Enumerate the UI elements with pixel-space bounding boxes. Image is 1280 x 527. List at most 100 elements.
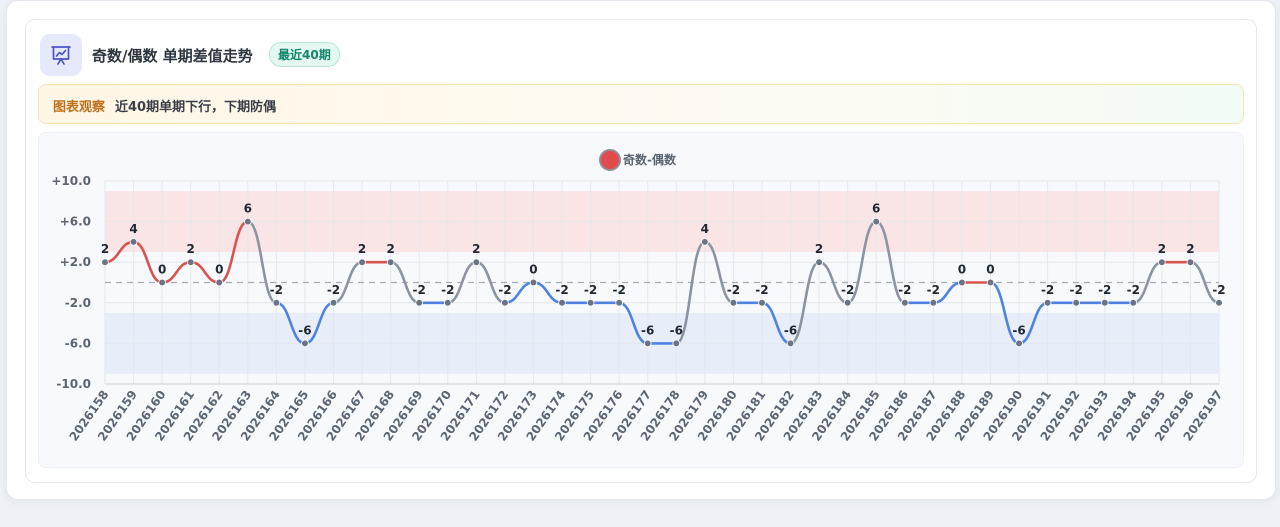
- outer-panel: 奇数/偶数 单期差值走势 最近40期 图表观察 近40期单期下行，下期防偶 +1…: [6, 0, 1276, 500]
- data-point: [929, 299, 938, 307]
- data-label: 6: [244, 202, 252, 216]
- y-tick-label: -6.0: [65, 336, 91, 350]
- series-line-segment: [874, 220, 907, 305]
- data-label: -6: [641, 323, 654, 337]
- data-label: -2: [1098, 283, 1111, 297]
- data-point: [729, 299, 738, 307]
- data-label: -2: [1127, 283, 1140, 297]
- legend: 奇数-偶数: [599, 149, 677, 171]
- data-point: [358, 258, 366, 266]
- observation-text: 近40期单期下行，下期防偶: [115, 100, 277, 115]
- data-point: [643, 339, 652, 348]
- data-point: [1043, 299, 1052, 307]
- data-point: [186, 258, 195, 266]
- data-point: [386, 258, 395, 266]
- data-point: [815, 258, 823, 266]
- data-label: 2: [1186, 242, 1194, 256]
- data-point: [501, 299, 509, 307]
- data-label: -2: [1070, 283, 1083, 297]
- data-label: 0: [529, 263, 537, 277]
- data-label: 4: [129, 222, 137, 236]
- observation-label: 图表观察: [53, 100, 106, 115]
- data-point: [586, 299, 595, 307]
- series-line-segment: [846, 220, 878, 305]
- series-line-segment: [246, 220, 278, 305]
- data-point: [1158, 258, 1166, 266]
- data-point: [472, 258, 481, 266]
- data-point: [129, 238, 138, 246]
- data-point: [1100, 299, 1109, 307]
- data-point: [843, 299, 852, 307]
- data-point: [1215, 299, 1223, 307]
- data-label: 2: [472, 242, 480, 256]
- data-label: 0: [158, 263, 166, 277]
- legend-label: 奇数-偶数: [623, 152, 677, 167]
- data-label: -2: [584, 283, 597, 297]
- data-point: [215, 278, 224, 287]
- data-label: -2: [498, 283, 511, 297]
- y-tick-label: +10.0: [51, 174, 91, 188]
- data-point: [158, 278, 166, 287]
- y-tick-label: +6.0: [60, 215, 91, 229]
- data-point: [301, 339, 309, 348]
- series-line-segment: [217, 220, 250, 284]
- data-point: [101, 258, 109, 266]
- data-label: -2: [270, 283, 283, 297]
- data-point: [272, 299, 281, 307]
- data-point: [786, 339, 795, 348]
- data-point: [1015, 339, 1023, 348]
- data-label: -2: [1041, 283, 1054, 297]
- series-line-segment: [989, 281, 1021, 345]
- data-label: -2: [927, 283, 940, 297]
- data-point: [900, 299, 909, 307]
- data-point: [872, 217, 881, 226]
- data-point: [672, 339, 681, 348]
- data-label: -2: [727, 283, 740, 297]
- series-line-segment: [674, 240, 707, 345]
- data-point: [529, 278, 538, 287]
- data-label: -2: [1212, 283, 1225, 297]
- data-label: -2: [327, 283, 340, 297]
- data-point: [558, 299, 566, 307]
- data-label: -6: [784, 323, 797, 337]
- data-label: 0: [215, 263, 223, 277]
- line-chart: +10.0 +6.0 +2.0 -2.0 -6.0 -10.0 2 4 0 2 0 6 -2 -6 -2 2 2…: [51, 149, 1226, 444]
- data-label: 2: [358, 242, 366, 256]
- data-label: -2: [441, 283, 454, 297]
- data-label: -2: [413, 283, 426, 297]
- y-tick-label: -2.0: [65, 296, 91, 310]
- chart-title: 奇数/偶数 单期差值走势: [92, 47, 253, 65]
- data-label: -6: [298, 323, 311, 337]
- data-label: 2: [815, 242, 823, 256]
- chart-area: +10.0 +6.0 +2.0 -2.0 -6.0 -10.0 2 4 0 2 0 6 -2 -6 -2 2 2…: [38, 132, 1244, 468]
- data-label: -2: [555, 283, 568, 297]
- data-label: 2: [1158, 242, 1166, 256]
- y-tick-label: +2.0: [60, 255, 91, 269]
- data-point: [1072, 299, 1080, 307]
- data-label: -2: [898, 283, 911, 297]
- y-tick-label: -10.0: [56, 377, 91, 391]
- data-point: [1186, 258, 1195, 266]
- data-label: -2: [612, 283, 625, 297]
- data-point: [443, 299, 452, 307]
- chart-card: 奇数/偶数 单期差值走势 最近40期 图表观察 近40期单期下行，下期防偶 +1…: [25, 19, 1257, 483]
- data-point: [415, 299, 424, 307]
- data-point: [701, 238, 709, 246]
- data-label: -2: [841, 283, 854, 297]
- presentation-chart-icon: [40, 34, 82, 76]
- series-line-segment: [160, 260, 192, 284]
- data-label: 4: [701, 222, 709, 236]
- data-point: [758, 299, 766, 307]
- data-point: [615, 299, 623, 307]
- data-label: 0: [986, 263, 994, 277]
- data-point: [986, 278, 995, 287]
- data-label: 2: [386, 242, 394, 256]
- series-line-segment: [703, 240, 735, 305]
- data-label: -6: [670, 323, 683, 337]
- data-point: [244, 217, 252, 226]
- data-point: [958, 278, 966, 287]
- observation-banner: 图表观察 近40期单期下行，下期防偶: [38, 84, 1244, 124]
- data-label: 0: [958, 263, 966, 277]
- data-label: 6: [872, 202, 880, 216]
- data-label: -6: [1012, 323, 1025, 337]
